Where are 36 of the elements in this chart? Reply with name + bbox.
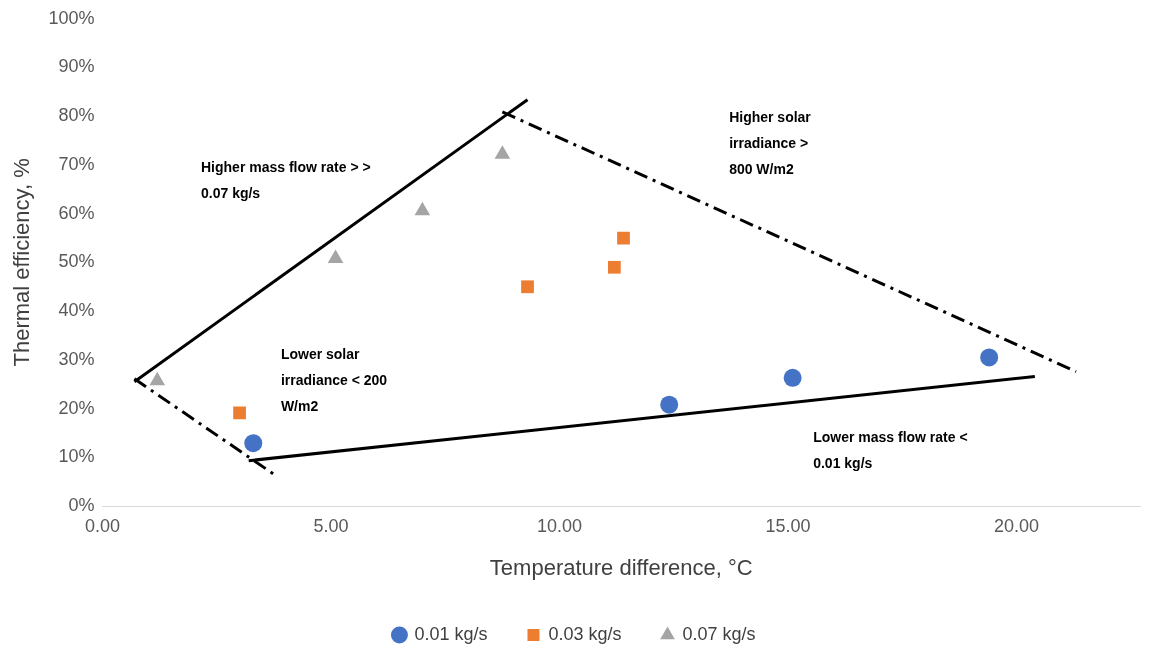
- point: [244, 434, 263, 453]
- annotation: Lower solar irradiance < 200 W/m2: [280, 346, 388, 415]
- x-tick-label: 20.00: [994, 515, 1040, 536]
- point: [494, 145, 511, 159]
- point: [660, 395, 679, 414]
- x-tick-label: 15.00: [765, 515, 811, 536]
- point: [233, 406, 246, 420]
- y-tick-label: 10%: [58, 446, 95, 467]
- point: [521, 280, 534, 294]
- x-axis-title: Temperature difference, °C: [489, 554, 753, 580]
- y-tick-label: 100%: [48, 7, 95, 28]
- y-tick-label: 90%: [58, 56, 95, 77]
- y-tick-label: 50%: [58, 251, 95, 272]
- x-tick-label: 10.00: [536, 515, 583, 536]
- point: [414, 201, 431, 216]
- y-tick-label: 60%: [58, 202, 95, 223]
- annotation: Lower mass flow rate < 0.01 kg/s: [813, 429, 968, 472]
- x-tick-label: 5.00: [313, 515, 349, 536]
- y-axis-title: Thermal efficiency, %: [9, 158, 35, 367]
- y-tick-label: 0%: [68, 494, 95, 515]
- point: [980, 348, 999, 367]
- y-tick-label: 80%: [58, 105, 95, 126]
- legend-label: 0.07 kg/s: [682, 623, 756, 644]
- y-tick-label: 30%: [58, 348, 95, 369]
- annotation: Higher solar irradiance > 800 W/m2: [729, 108, 812, 177]
- point: [783, 368, 802, 387]
- point: [617, 231, 630, 245]
- point: [608, 260, 621, 274]
- x-tick-label: 0.00: [84, 515, 120, 536]
- annotation: Higher mass flow rate > > 0.07 kg/s: [201, 159, 371, 202]
- point: [327, 249, 344, 263]
- y-tick-label: 70%: [58, 153, 95, 174]
- legend-label: 0.01 kg/s: [414, 623, 488, 644]
- y-tick-label: 20%: [58, 397, 95, 418]
- legend-label: 0.03 kg/s: [548, 623, 622, 644]
- y-tick-label: 40%: [58, 300, 95, 321]
